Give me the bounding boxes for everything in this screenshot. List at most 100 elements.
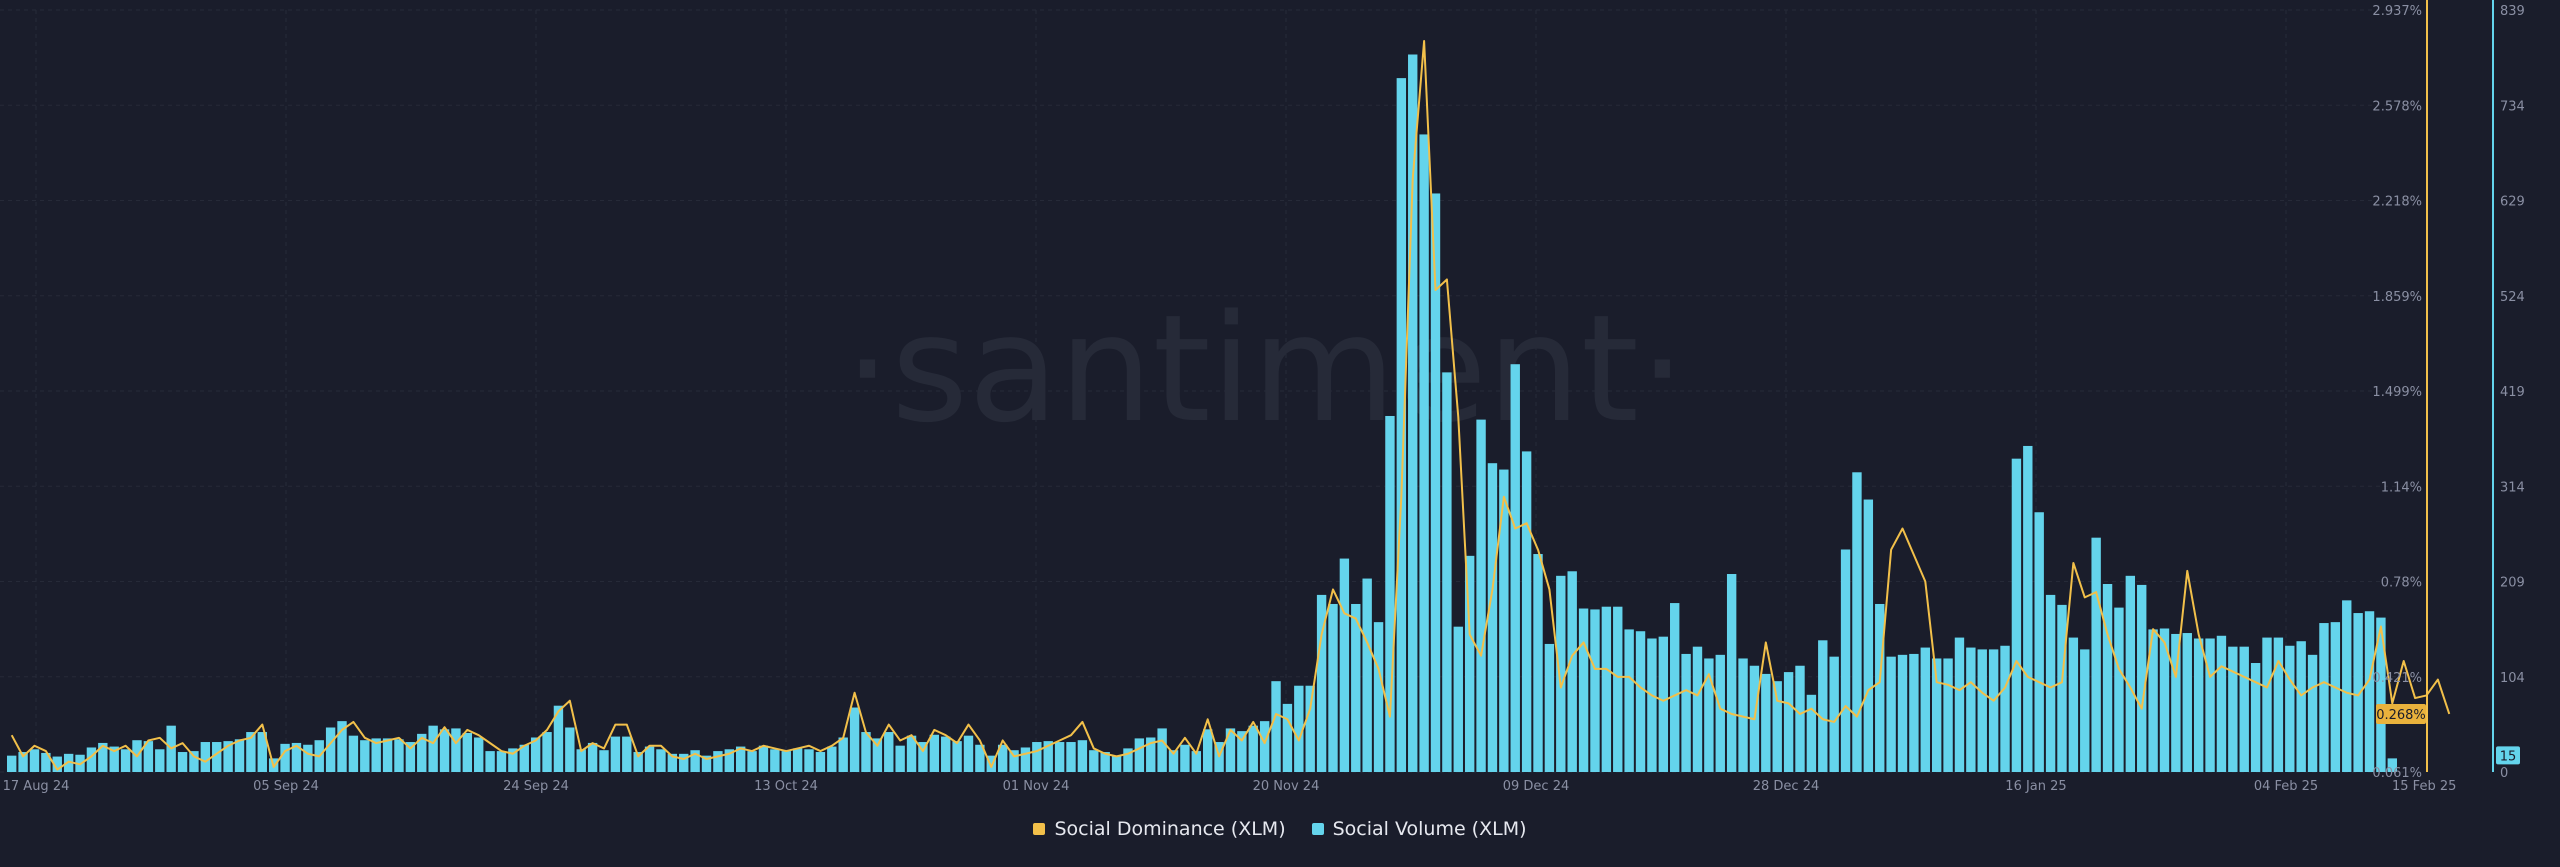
volume-bar[interactable] <box>360 740 370 772</box>
volume-bar[interactable] <box>63 753 74 772</box>
volume-bar[interactable] <box>2216 635 2227 772</box>
volume-bar[interactable] <box>929 734 940 772</box>
volume-bar[interactable] <box>1123 748 1133 772</box>
volume-bar[interactable] <box>1863 499 1874 772</box>
volume-bar[interactable] <box>280 743 290 772</box>
volume-bar[interactable] <box>2319 623 2329 772</box>
volume-bar[interactable] <box>439 729 450 772</box>
volume-bar[interactable] <box>303 744 313 772</box>
volume-bar[interactable] <box>1089 750 1099 772</box>
volume-bar[interactable] <box>1134 738 1145 772</box>
volume-bar[interactable] <box>1909 653 1919 772</box>
volume-bar[interactable] <box>2342 600 2352 772</box>
volume-bar[interactable] <box>2068 637 2079 772</box>
volume-bar[interactable] <box>1032 742 1042 772</box>
volume-bar[interactable] <box>941 736 951 772</box>
volume-bar[interactable] <box>1886 656 1896 772</box>
volume-bar[interactable] <box>451 728 461 772</box>
volume-bar[interactable] <box>1567 571 1577 772</box>
volume-bar[interactable] <box>234 739 245 772</box>
volume-bar[interactable] <box>1373 622 1384 772</box>
volume-bar[interactable] <box>1430 193 1441 772</box>
volume-bar[interactable] <box>1533 554 1543 772</box>
volume-bar[interactable] <box>2102 584 2113 772</box>
volume-bar[interactable] <box>1772 681 1782 772</box>
volume-bar[interactable] <box>223 741 233 772</box>
volume-bar[interactable] <box>2285 645 2295 772</box>
volume-bar[interactable] <box>2137 584 2147 772</box>
volume-bar[interactable] <box>86 747 97 772</box>
volume-bar[interactable] <box>200 742 211 772</box>
volume-bar[interactable] <box>2376 617 2386 772</box>
volume-bar[interactable] <box>565 727 575 773</box>
volume-bar[interactable] <box>2182 633 2192 772</box>
volume-bar[interactable] <box>2193 638 2204 772</box>
volume-bar[interactable] <box>2114 607 2124 772</box>
volume-bar[interactable] <box>496 751 507 772</box>
volume-bar[interactable] <box>462 732 473 772</box>
volume-bar[interactable] <box>519 744 529 772</box>
volume-bar[interactable] <box>1385 415 1395 772</box>
volume-bar[interactable] <box>827 746 837 772</box>
volume-bar[interactable] <box>7 755 17 772</box>
volume-bar[interactable] <box>1783 672 1794 772</box>
volume-bar[interactable] <box>1294 685 1304 772</box>
volume-bar[interactable] <box>1225 728 1236 772</box>
volume-bar[interactable] <box>1658 636 1669 772</box>
volume-bar[interactable] <box>29 749 40 772</box>
volume-bar[interactable] <box>2353 613 2363 772</box>
volume-bar[interactable] <box>1681 653 1691 772</box>
volume-bar[interactable] <box>656 749 666 772</box>
volume-bar[interactable] <box>1168 750 1179 772</box>
volume-bar[interactable] <box>120 749 131 772</box>
volume-bar[interactable] <box>382 738 393 772</box>
volume-bar[interactable] <box>1396 78 1407 773</box>
volume-bar[interactable] <box>713 751 723 772</box>
volume-bar[interactable] <box>337 721 347 772</box>
volume-bar[interactable] <box>1954 637 1965 772</box>
volume-bar[interactable] <box>325 727 336 773</box>
volume-bar[interactable] <box>2034 512 2044 772</box>
volume-bar[interactable] <box>1920 647 1930 772</box>
volume-bar[interactable] <box>587 742 598 772</box>
volume-bar[interactable] <box>1248 725 1258 772</box>
volume-bar[interactable] <box>1487 463 1498 772</box>
volume-bar[interactable] <box>599 750 609 772</box>
volume-bar[interactable] <box>2296 641 2306 772</box>
volume-bar[interactable] <box>530 737 541 772</box>
volume-bar[interactable] <box>2307 654 2318 772</box>
volume-bar[interactable] <box>644 746 655 772</box>
volume-bar[interactable] <box>474 737 484 772</box>
volume-bar[interactable] <box>405 742 416 772</box>
volume-bar[interactable] <box>1590 609 1600 772</box>
volume-bar[interactable] <box>1305 685 1315 772</box>
volume-bar[interactable] <box>485 751 495 772</box>
volume-bar[interactable] <box>770 749 780 772</box>
volume-bar[interactable] <box>701 755 712 772</box>
volume-bar[interactable] <box>1544 643 1555 772</box>
volume-bar[interactable] <box>1146 737 1156 772</box>
volume-bar[interactable] <box>1647 638 1657 772</box>
volume-bar[interactable] <box>963 735 974 772</box>
volume-bar[interactable] <box>1077 740 1088 772</box>
dominance-line[interactable] <box>10 40 2451 771</box>
volume-bar[interactable] <box>1282 703 1293 772</box>
volume-bar[interactable] <box>633 752 643 772</box>
legend-item-volume[interactable]: Social Volume (XLM) <box>1311 818 1527 840</box>
volume-bar[interactable] <box>2000 645 2010 772</box>
volume-bar[interactable] <box>2387 758 2397 772</box>
volume-bar[interactable] <box>1840 549 1851 772</box>
volume-bar[interactable] <box>1521 451 1532 772</box>
volume-bar[interactable] <box>1043 741 1053 772</box>
volume-bar[interactable] <box>98 742 108 772</box>
volume-bar[interactable] <box>2228 646 2238 772</box>
volume-bar[interactable] <box>2057 604 2067 772</box>
volume-bar[interactable] <box>610 736 621 772</box>
volume-bar[interactable] <box>986 755 996 772</box>
volume-bar[interactable] <box>747 751 757 772</box>
volume-bar[interactable] <box>667 753 678 772</box>
volume-bar[interactable] <box>792 748 803 772</box>
volume-bar[interactable] <box>1271 681 1281 772</box>
volume-bar[interactable] <box>2239 646 2249 772</box>
volume-bar[interactable] <box>997 744 1008 772</box>
